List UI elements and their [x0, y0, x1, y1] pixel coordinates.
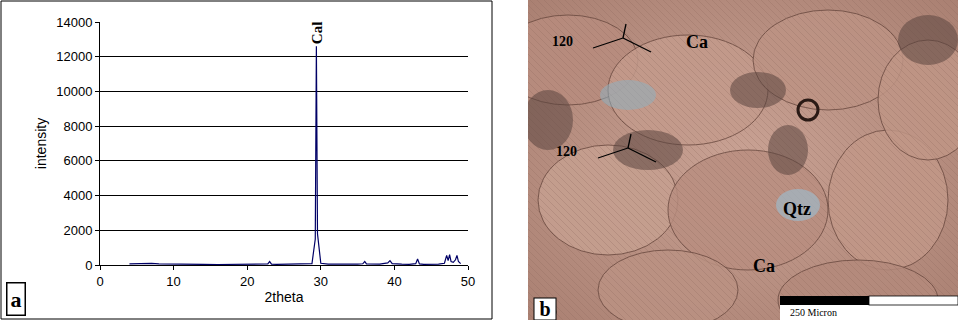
svg-text:a: a [11, 287, 22, 312]
svg-text:Qtz: Qtz [783, 199, 811, 219]
svg-text:b: b [539, 298, 550, 320]
svg-text:Ca: Ca [686, 32, 708, 52]
svg-text:8000: 8000 [63, 119, 92, 134]
svg-text:intensity: intensity [33, 118, 49, 169]
svg-text:2theta: 2theta [265, 289, 304, 305]
svg-text:120: 120 [552, 34, 573, 49]
svg-text:10: 10 [166, 274, 180, 289]
svg-text:12000: 12000 [56, 49, 92, 64]
svg-text:40: 40 [387, 274, 401, 289]
svg-text:6000: 6000 [63, 153, 92, 168]
svg-text:30: 30 [314, 274, 328, 289]
svg-text:Cal: Cal [309, 22, 325, 45]
svg-text:14000: 14000 [56, 15, 92, 30]
svg-text:10000: 10000 [56, 84, 92, 99]
svg-text:0: 0 [85, 258, 92, 273]
svg-text:4000: 4000 [63, 188, 92, 203]
svg-text:50: 50 [461, 274, 475, 289]
svg-text:20: 20 [240, 274, 254, 289]
svg-text:250 Micron: 250 Micron [790, 307, 837, 318]
svg-text:2000: 2000 [63, 223, 92, 238]
svg-text:Ca: Ca [753, 256, 775, 276]
svg-text:0: 0 [96, 274, 103, 289]
svg-text:120: 120 [556, 144, 577, 159]
